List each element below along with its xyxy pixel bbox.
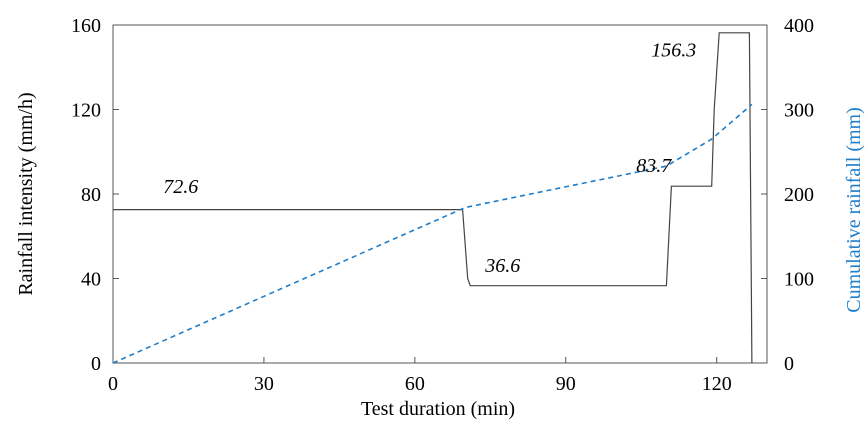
x-tick-label: 0 — [108, 373, 118, 395]
annotation-label: 36.6 — [484, 255, 520, 277]
y-tick-label: 40 — [81, 269, 101, 291]
y2-tick-label: 400 — [784, 15, 814, 37]
annotations: 72.6 36.6 83.7 156.3 — [163, 40, 696, 277]
x-tick-label: 90 — [556, 373, 576, 395]
x-tick-label: 30 — [254, 373, 274, 395]
y-axis-title: Rainfall intensity (mm/h) — [15, 92, 37, 295]
y-tick-label: 80 — [81, 184, 101, 206]
x-axis-title: Test duration (min) — [361, 398, 515, 420]
y-axis-ticks: 0 40 80 120 160 — [71, 15, 119, 375]
x-tick-label: 60 — [405, 373, 425, 395]
x-tick-label: 120 — [702, 373, 732, 395]
y2-tick-label: 200 — [784, 184, 814, 206]
cumulative-rainfall-line — [112, 103, 753, 364]
annotation-label: 83.7 — [636, 155, 672, 177]
y2-tick-label: 300 — [784, 100, 814, 122]
y2-tick-label: 100 — [784, 269, 814, 291]
annotation-label: 72.6 — [163, 176, 198, 198]
series-lines — [112, 32, 753, 364]
y2-axis-title: Cumulative rainfall (mm) — [843, 107, 865, 313]
x-axis-ticks: 0 30 60 90 120 — [108, 357, 732, 395]
y-tick-label: 120 — [71, 100, 101, 122]
annotation-label: 156.3 — [651, 40, 696, 62]
y2-axis-ticks: 0 100 200 300 400 — [761, 15, 814, 375]
y-tick-label: 160 — [71, 15, 101, 37]
plot-frame — [112, 24, 768, 364]
y-tick-label: 0 — [91, 353, 101, 375]
y2-tick-label: 0 — [784, 353, 794, 375]
rainfall-intensity-line — [113, 32, 753, 364]
